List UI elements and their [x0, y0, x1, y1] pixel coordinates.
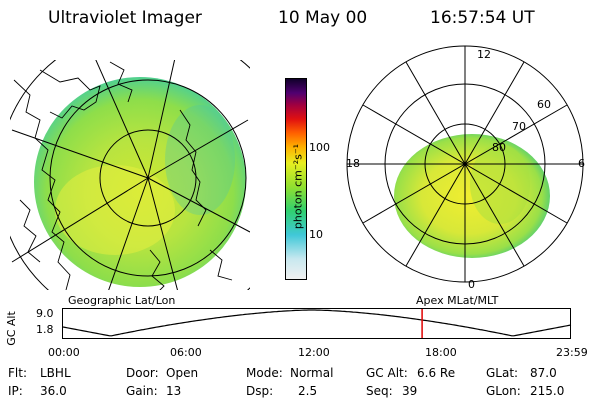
mlt-grid-lines [347, 46, 583, 282]
dsp-value: 2.5 [298, 384, 318, 398]
mlt-label-6: 6 [578, 157, 585, 170]
seq-value: 39 [402, 384, 418, 398]
ip-value: 36.0 [40, 384, 67, 398]
flt-value: LBHL [40, 366, 71, 380]
gcalt-value: 6.6 Re [417, 366, 456, 380]
colorbar-tick-10: 10 [309, 228, 323, 241]
glat-value: 87.0 [530, 366, 557, 380]
glon-label: GLon: [486, 384, 521, 398]
gcalt-label: GC Alt: [366, 366, 408, 380]
mlt-label-0: 0 [468, 278, 475, 291]
altitude-timeline [62, 308, 572, 339]
altitude-curve [62, 309, 572, 337]
mlt-label-12: 12 [477, 48, 491, 61]
seq-label: Seq: [366, 384, 393, 398]
time-tick-0000: 00:00 [48, 346, 80, 359]
ip-label: IP: [8, 384, 23, 398]
glat-label: GLat: [486, 366, 519, 380]
time-tick-2359: 23:59 [556, 346, 588, 359]
apex-caption: Apex MLat/MLT [416, 294, 499, 307]
door-label: Door: [126, 366, 159, 380]
geographic-map [10, 60, 250, 290]
mlt-label-18: 18 [346, 157, 360, 170]
magnetic-polar-plot [346, 45, 584, 283]
instrument-title: Ultraviolet Imager [48, 8, 202, 28]
mlat-label-70: 70 [512, 120, 526, 133]
observation-date: 10 May 00 [278, 8, 368, 28]
altitude-ylabel: GC Alt [4, 311, 18, 346]
observation-time: 16:57:54 UT [430, 8, 535, 28]
lat-circle-80 [99, 129, 197, 227]
mode-label: Mode: [246, 366, 283, 380]
time-tick-1200: 12:00 [298, 346, 330, 359]
colorbar-unit-label: photon cm⁻²s⁻¹ [291, 143, 305, 230]
mlat-label-80: 80 [492, 141, 506, 154]
gain-value: 13 [166, 384, 182, 398]
time-tick-1800: 18:00 [425, 346, 457, 359]
dsp-label: Dsp: [246, 384, 274, 398]
geographic-caption: Geographic Lat/Lon [68, 294, 176, 307]
colorbar-tick-100: 100 [309, 141, 330, 154]
glon-value: 215.0 [530, 384, 565, 398]
mlat-label-60: 60 [537, 98, 551, 111]
mode-value: Normal [290, 366, 334, 380]
color-scale-bar [285, 78, 307, 280]
door-value: Open [166, 366, 199, 380]
timeline-frame [62, 308, 571, 339]
coastlines [13, 61, 233, 290]
flt-label: Flt: [8, 366, 27, 380]
lat-circle-70 [49, 79, 247, 277]
altitude-ytick-min: 1.8 [36, 323, 54, 336]
gain-label: Gain: [126, 384, 158, 398]
altitude-ytick-max: 9.0 [36, 307, 54, 320]
time-tick-0600: 06:00 [170, 346, 202, 359]
